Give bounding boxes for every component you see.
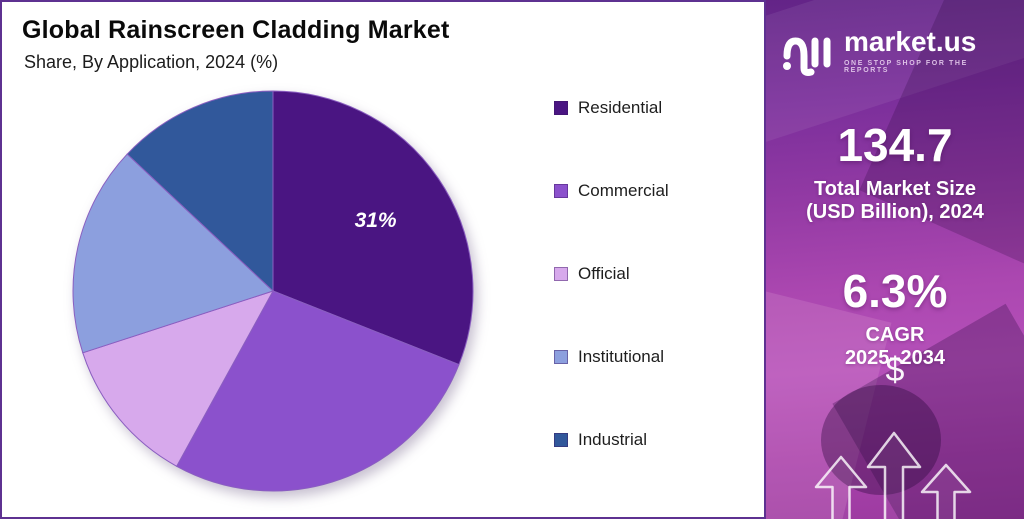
pie-slice-commercial <box>175 290 460 492</box>
legend-swatch-institutional <box>554 350 568 364</box>
brand-name: market.us <box>844 26 977 57</box>
cagr-value: 6.3% <box>842 265 948 317</box>
cagr-label-line2: 2025–2034 <box>844 347 946 369</box>
legend-swatch-residential <box>554 101 568 115</box>
pie-slice-official <box>82 290 275 467</box>
legend-label: Institutional <box>578 347 664 366</box>
legend-label: Industrial <box>578 430 647 449</box>
legend-item-official: Official <box>554 264 669 284</box>
legend-label: Commercial <box>578 181 669 200</box>
legend-item-residential: Residential <box>554 98 669 118</box>
stat-market-size: 134.7 Total Market Size (USD Billion), 2… <box>766 122 1024 224</box>
chart-panel: Global Rainscreen Cladding Market Share,… <box>0 0 766 519</box>
cagr-label-line1: CAGR <box>865 324 925 346</box>
pie-chart: 31% <box>72 90 474 492</box>
growth-arrows-icon <box>814 431 972 519</box>
arrow-right-icon <box>920 463 972 519</box>
brand-panel: market.us ONE STOP SHOP FOR THE REPORTS … <box>766 0 1024 519</box>
legend-swatch-commercial <box>554 184 568 198</box>
pie-data-label: 31% <box>355 209 397 232</box>
cagr-label: CAGR 2025–2034 <box>772 324 1018 370</box>
legend-swatch-industrial <box>554 433 568 447</box>
arrow-middle-icon <box>866 431 922 519</box>
chart-title: Global Rainscreen Cladding Market <box>22 16 450 44</box>
market-size-label: Total Market Size (USD Billion), 2024 <box>772 178 1018 224</box>
dollar-sign: $ <box>885 351 905 389</box>
legend-label: Official <box>578 264 630 283</box>
market-size-label-line1: Total Market Size <box>814 178 976 200</box>
brand-text: market.us ONE STOP SHOP FOR THE REPORTS <box>844 26 1014 75</box>
legend-item-commercial: Commercial <box>554 181 669 201</box>
legend-label: Residential <box>578 98 663 117</box>
brand-tagline: ONE STOP SHOP FOR THE REPORTS <box>844 60 968 74</box>
legend-item-industrial: Industrial <box>554 430 669 450</box>
market-size-value: 134.7 <box>837 119 953 171</box>
pie-slice-residential <box>272 90 474 366</box>
pie-slice-institutional <box>72 153 274 354</box>
stat-cagr: 6.3% CAGR 2025–2034 <box>766 268 1024 370</box>
pie-slice-industrial <box>126 90 274 293</box>
legend: Residential Commercial Official Institution… <box>554 98 669 450</box>
growth-graphic: $ <box>766 351 1024 519</box>
arrow-left-icon <box>814 455 868 519</box>
brand-logo: market.us ONE STOP SHOP FOR THE REPORTS <box>782 26 1014 76</box>
market-size-label-line2: (USD Billion), 2024 <box>806 201 984 223</box>
marketus-logo-icon <box>783 37 831 76</box>
legend-swatch-official <box>554 267 568 281</box>
chart-subtitle: Share, By Application, 2024 (%) <box>24 52 279 72</box>
legend-item-institutional: Institutional <box>554 347 669 367</box>
